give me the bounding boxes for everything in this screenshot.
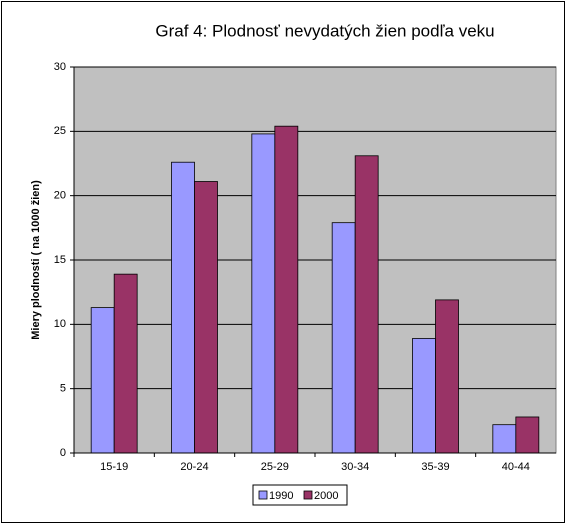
x-tick-label: 15-19 (100, 461, 128, 473)
x-tick-label: 20-24 (180, 461, 208, 473)
bar (435, 299, 459, 454)
bar (412, 338, 436, 454)
y-axis-label: Miery plodnosti ( na 1000 žien) (30, 180, 42, 340)
x-tick-label: 25-29 (261, 461, 289, 473)
legend-label: 2000 (314, 490, 338, 502)
x-tick-label: 35-39 (421, 461, 449, 473)
bar (274, 125, 299, 454)
bar (331, 222, 356, 454)
y-tick-label: 15 (54, 254, 66, 266)
bar (194, 181, 218, 454)
bar (354, 155, 379, 454)
bar (113, 273, 138, 454)
legend-swatch (303, 490, 313, 500)
bar (251, 133, 276, 454)
y-tick-label: 25 (54, 125, 66, 137)
legend-box (252, 484, 348, 506)
y-tick-label: 0 (60, 447, 66, 459)
x-tick-label: 30-34 (341, 461, 369, 473)
chart-title: Graf 4: Plodnosť nevydatých žien podľa v… (155, 21, 494, 40)
bar (492, 424, 517, 454)
y-tick-label: 20 (54, 190, 66, 202)
y-tick-label: 30 (54, 61, 66, 73)
y-tick-label: 5 (60, 383, 66, 395)
legend-swatch (258, 490, 268, 500)
y-tick-label: 10 (54, 318, 66, 330)
x-tick-label: 40-44 (502, 461, 530, 473)
bar (90, 307, 115, 454)
bar (171, 161, 195, 454)
legend-label: 1990 (269, 490, 293, 502)
bar (515, 416, 540, 454)
